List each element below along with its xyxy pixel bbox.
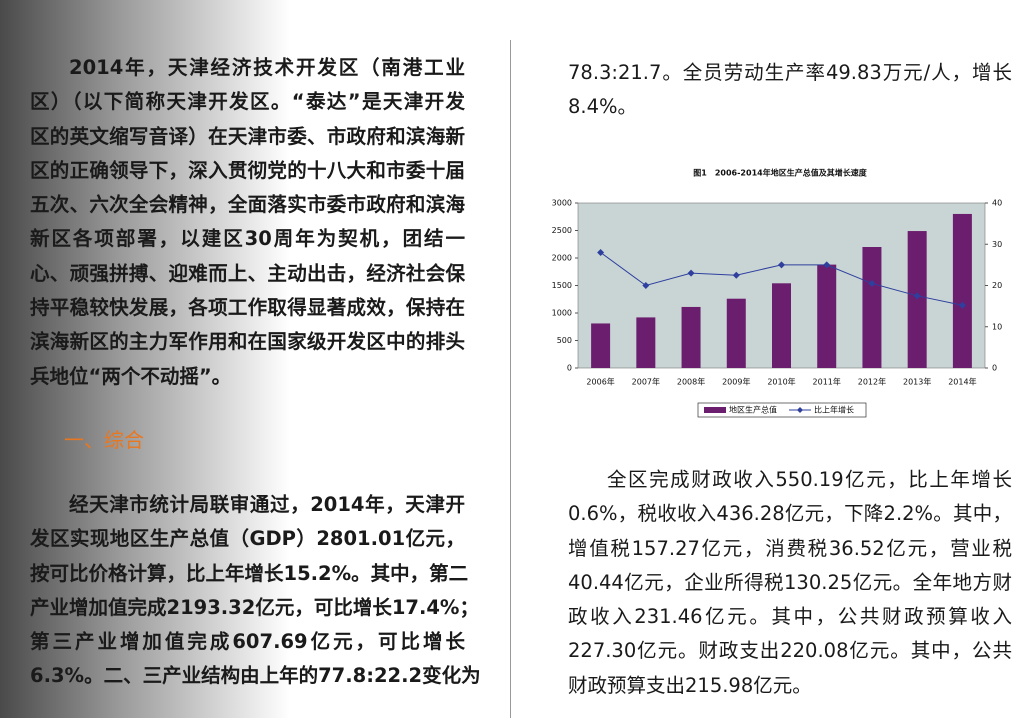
y-tick-label: 0	[567, 364, 572, 373]
y-tick-label: 1000	[552, 309, 572, 318]
line-marker	[958, 301, 966, 309]
text-line: 政收入231.46亿元。其中，公共财政预算收入	[568, 605, 1012, 629]
y2-tick-label: 10	[992, 322, 1002, 331]
y2-tick-label: 40	[992, 199, 1002, 208]
y2-tick-label: 30	[992, 240, 1002, 249]
bar	[681, 306, 701, 368]
x-tick-label: 2006年	[586, 377, 614, 387]
text-line: 区）（以下简称天津开发区。“泰达”是天津开发	[30, 90, 465, 114]
line-marker	[823, 261, 831, 269]
text-line: 滨海新区的主力军作用和在国家级开发区中的排头	[30, 330, 465, 354]
paragraph: 经天津市统计局联审通过，2014年，天津开发区实现地区生产总值（GDP）2801…	[30, 488, 481, 694]
x-tick-label: 2008年	[677, 377, 705, 387]
line-marker	[868, 279, 876, 287]
legend-swatch	[797, 407, 803, 413]
text-line: 0.6%，税收收入436.28亿元，下降2.2%。其中，	[568, 502, 1012, 526]
paragraph: 78.3:21.7。全员劳动生产率49.83万元/人，增长 8.4%。	[568, 56, 1012, 125]
x-tick-label: 2012年	[858, 377, 886, 387]
line-marker	[642, 282, 650, 289]
line-marker	[597, 249, 605, 256]
text-line: 心、顽强拼搏、迎难而上、主动出击，经济社会保	[30, 261, 465, 285]
bar	[591, 323, 611, 368]
text-line: 2014年，天津经济技术开发区（南港工业	[69, 56, 465, 79]
text-line: 8.4%。	[568, 95, 638, 119]
text-line: 增值税157.27亿元，消费税36.52亿元，营业税	[568, 536, 1012, 560]
text-line: 6.3%。二、三产业结构由上年的77.8:22.2变化为	[30, 664, 481, 688]
paragraph: 全区完成财政收入550.19亿元，比上年增长 0.6%，税收收入436.28亿元，…	[568, 463, 1012, 703]
x-tick-label: 2010年	[767, 377, 795, 387]
legend-swatch	[704, 407, 726, 413]
text-line: 全区完成财政收入550.19亿元，比上年增长	[607, 468, 1012, 491]
text-line: 新区各项部署，以建区30周年为契机，团结一	[30, 227, 465, 251]
text-line: 发区实现地区生产总值（GDP）2801.01亿元，	[30, 527, 465, 551]
y-tick-label: 2500	[552, 226, 572, 235]
x-tick-label: 2013年	[903, 377, 931, 387]
text-line: 按可比价格计算，比上年增长15.2%。其中，第二	[30, 561, 469, 585]
y2-tick-label: 0	[992, 364, 997, 373]
x-tick-label: 2014年	[948, 377, 976, 387]
bar	[952, 213, 972, 368]
line-marker	[778, 261, 785, 269]
text-line: 227.30亿元。财政支出220.08亿元。其中，公共	[568, 639, 1012, 663]
legend-label: 比上年增长	[814, 405, 854, 415]
chart: 图1 2006-2014年地区生产总值及其增长速度 0 500 1000 1500 20…	[552, 168, 1002, 418]
chart-title: 图1 2006-2014年地区生产总值及其增长速度	[693, 168, 867, 178]
section-heading: 一、综合	[64, 428, 144, 452]
line-marker	[732, 271, 740, 279]
paragraph: 2014年，天津经济技术开发区（南港工业区）（以下简称天津开发区。“泰达”是天津…	[30, 51, 465, 394]
y-tick-label: 1500	[552, 281, 572, 290]
legend-label: 地区生产总值	[729, 405, 777, 415]
text-line: 持平稳较快发展，各项工作取得显著成效，保持在	[30, 296, 465, 320]
text-line: 40.44亿元，企业所得税130.25亿元。全年地方财	[568, 570, 1012, 594]
x-tick-label: 2009年	[722, 377, 750, 387]
text-line: 78.3:21.7。全员劳动生产率49.83万元/人，增长	[568, 61, 1012, 84]
bar	[772, 283, 791, 368]
text-line: 区的英文缩写音译）在天津市委、市政府和滨海新	[30, 124, 465, 148]
bar	[907, 231, 927, 368]
legend-box	[697, 402, 867, 418]
line-marker	[913, 292, 921, 300]
text-line: 经天津市统计局联审通过，2014年，天津开	[69, 493, 465, 516]
bar	[862, 247, 882, 368]
y-tick-label: 500	[557, 336, 572, 345]
text-line: 财政预算支出215.98亿元。	[568, 673, 812, 697]
column-divider	[510, 40, 511, 718]
y-tick-label: 3000	[552, 199, 572, 208]
bar	[726, 298, 746, 368]
x-tick-label: 2011年	[813, 377, 841, 387]
text-line: 产业增加值完成2193.32亿元，可比增长17.4%；	[30, 595, 479, 619]
y-tick-label: 2000	[552, 254, 572, 263]
bar	[636, 317, 656, 368]
y2-tick-label: 20	[992, 281, 1002, 290]
text-line: 区的正确领导下，深入贯彻党的十八大和市委十届	[30, 158, 465, 182]
text-line: 兵地位“两个不动摇”。	[30, 364, 232, 388]
bar	[817, 264, 837, 368]
line-marker	[687, 269, 695, 277]
text-line: 五次、六次全会精神，全面落实市委市政府和滨海	[30, 193, 465, 217]
x-tick-label: 2007年	[632, 377, 660, 387]
text-line: 第三产业增加值完成607.69亿元，可比增长	[30, 630, 465, 654]
